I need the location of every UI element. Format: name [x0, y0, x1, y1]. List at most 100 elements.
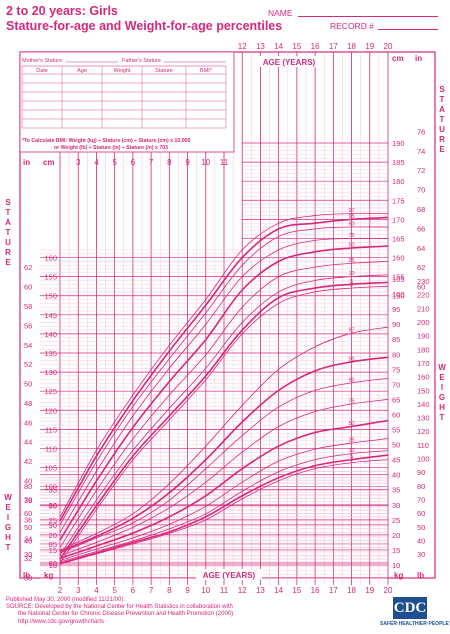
bmi-note-1: *To Calculate BMI: Weight (kg) ÷ Stature… [22, 138, 190, 144]
weight-lb-tick-left: 40 [24, 536, 32, 545]
stature-in-tick-right: 74 [417, 147, 425, 156]
age-tick-top: 19 [365, 42, 374, 51]
fathers-stature-label: Father's Stature [122, 58, 161, 64]
weight-lb-tick-left: 50 [24, 523, 32, 532]
stature-cm-tick-left: 95 [49, 502, 57, 511]
age-tick-mid: 8 [167, 158, 172, 167]
weight-kg-tick-right: 95 [392, 305, 400, 314]
stature-label-p10: 10 [348, 271, 354, 277]
weight-lb-tick-right: 210 [417, 304, 430, 313]
weight-lb-tick-right: 30 [417, 550, 425, 559]
unit-in-right: in [415, 54, 422, 63]
weight-lb-tick-right: 170 [417, 359, 430, 368]
stature-title-left-letter: E [5, 258, 11, 267]
footer-source-cont: the National Center for Chronic Disease … [18, 611, 235, 618]
weight-kg-tick-right: 65 [392, 395, 400, 404]
stature-cm-tick-left: 115 [45, 425, 57, 434]
weight-kg-tick-right: 50 [392, 441, 400, 450]
cdc-logo-mark: CDC [393, 597, 427, 619]
stature-in-tick-left: 46 [24, 418, 32, 427]
weight-lb-tick-right: 40 [417, 536, 425, 545]
weight-kg-tick-left: 20 [49, 531, 57, 540]
age-tick-bottom: 9 [185, 586, 190, 595]
footer-url[interactable]: http://www.cdc.gov/growthcharts [18, 618, 105, 625]
stature-in-tick-left: 40 [24, 477, 32, 486]
weight-label-p3: 3 [350, 457, 353, 463]
age-tick-top: 13 [256, 42, 265, 51]
stature-in-tick-right: 72 [417, 166, 425, 175]
stature-cm-tick-left: 80 [49, 559, 57, 568]
age-tick-bottom: 10 [201, 586, 210, 595]
weight-lb-tick-left: 70 [24, 496, 32, 505]
age-tick-mid: 10 [201, 158, 210, 167]
age-tick-bottom: 20 [384, 586, 393, 595]
weight-label-p5: 5 [350, 454, 353, 460]
stature-in-tick-left: 36 [24, 515, 32, 524]
weight-title-right-letter: G [439, 393, 445, 402]
weight-kg-tick-right: 40 [392, 471, 400, 480]
form-col-age: Age [77, 68, 87, 74]
age-tick-bottom: 15 [292, 586, 301, 595]
unit-cm-left: cm [43, 158, 55, 167]
weight-kg-tick-right: 10 [392, 561, 400, 570]
weight-curve-p95 [59, 356, 389, 553]
stature-curve-p95 [59, 216, 389, 522]
stature-title-right-letter: A [439, 105, 445, 114]
stature-in-tick-left: 56 [24, 321, 32, 330]
weight-title-left-letter: E [5, 503, 11, 512]
stature-in-tick-right: 68 [417, 205, 425, 214]
age-tick-top: 14 [274, 42, 283, 51]
weight-lb-tick-right: 140 [417, 400, 430, 409]
stature-title-right-letter: T [440, 95, 445, 104]
stature-title-left-letter: T [6, 208, 11, 217]
weight-label-p95: 95 [348, 356, 354, 362]
age-tick-bottom: 12 [238, 586, 247, 595]
stature-label-p50: 50 [348, 243, 354, 249]
form-box [19, 51, 235, 153]
weight-label-p25: 25 [348, 438, 354, 444]
stature-label-p97: 97 [348, 208, 354, 214]
stature-in-tick-right: 70 [417, 186, 425, 195]
stature-title-left-letter: T [6, 228, 11, 237]
stature-title-right-letter: R [439, 135, 445, 144]
weight-kg-tick-left: 15 [49, 546, 57, 555]
age-tick-mid: 9 [185, 158, 190, 167]
age-tick-bottom: 11 [220, 586, 229, 595]
age-tick-top: 17 [329, 42, 338, 51]
stature-in-tick-left: 52 [24, 360, 32, 369]
weight-kg-tick-right: 25 [392, 516, 400, 525]
stature-cm-tick-left: 135 [44, 349, 57, 358]
mothers-stature-label: Mother's Stature [22, 58, 62, 64]
age-axis-title-bottom: AGE (YEARS) [203, 571, 256, 580]
weight-lb-tick-right: 180 [417, 345, 430, 354]
age-tick-top: 15 [292, 42, 301, 51]
stature-in-tick-right: 66 [417, 224, 425, 233]
weight-lb-tick-right: 220 [417, 291, 430, 300]
stature-cm-tick-right: 150 [392, 292, 405, 301]
weight-curve-p75 [59, 399, 389, 557]
weight-lb-tick-left: 60 [24, 509, 32, 518]
weight-kg-tick-right: 60 [392, 410, 400, 419]
footer: Published May 30, 2000 (modified 11/21/0… [6, 597, 336, 626]
weight-title-left-letter: G [5, 523, 11, 532]
name-field[interactable] [298, 16, 438, 17]
weight-label-p75: 75 [348, 398, 354, 404]
weight-kg-tick-right: 80 [392, 350, 400, 359]
form-col-bmi: BMI* [200, 68, 213, 74]
weight-curve-p25 [59, 438, 389, 561]
stature-label-p3: 3 [350, 283, 353, 289]
weight-title-left-letter: H [5, 533, 11, 542]
record-field[interactable] [378, 29, 438, 30]
stature-curve-p50 [59, 245, 389, 541]
form-col-stature: Stature [155, 68, 173, 74]
form-col-weight: Weight [113, 68, 130, 74]
unit-kg-left: kg [44, 571, 53, 580]
weight-label-p97: 97 [348, 328, 354, 334]
weight-kg-tick-right: 45 [392, 456, 400, 465]
stature-cm-tick-left: 85 [49, 540, 57, 549]
weight-curve-p5 [59, 454, 389, 565]
footer-source: SOURCE: Developed by the National Center… [6, 604, 233, 611]
weight-lb-tick-right: 70 [417, 496, 425, 505]
stature-curve-p5 [59, 281, 389, 560]
